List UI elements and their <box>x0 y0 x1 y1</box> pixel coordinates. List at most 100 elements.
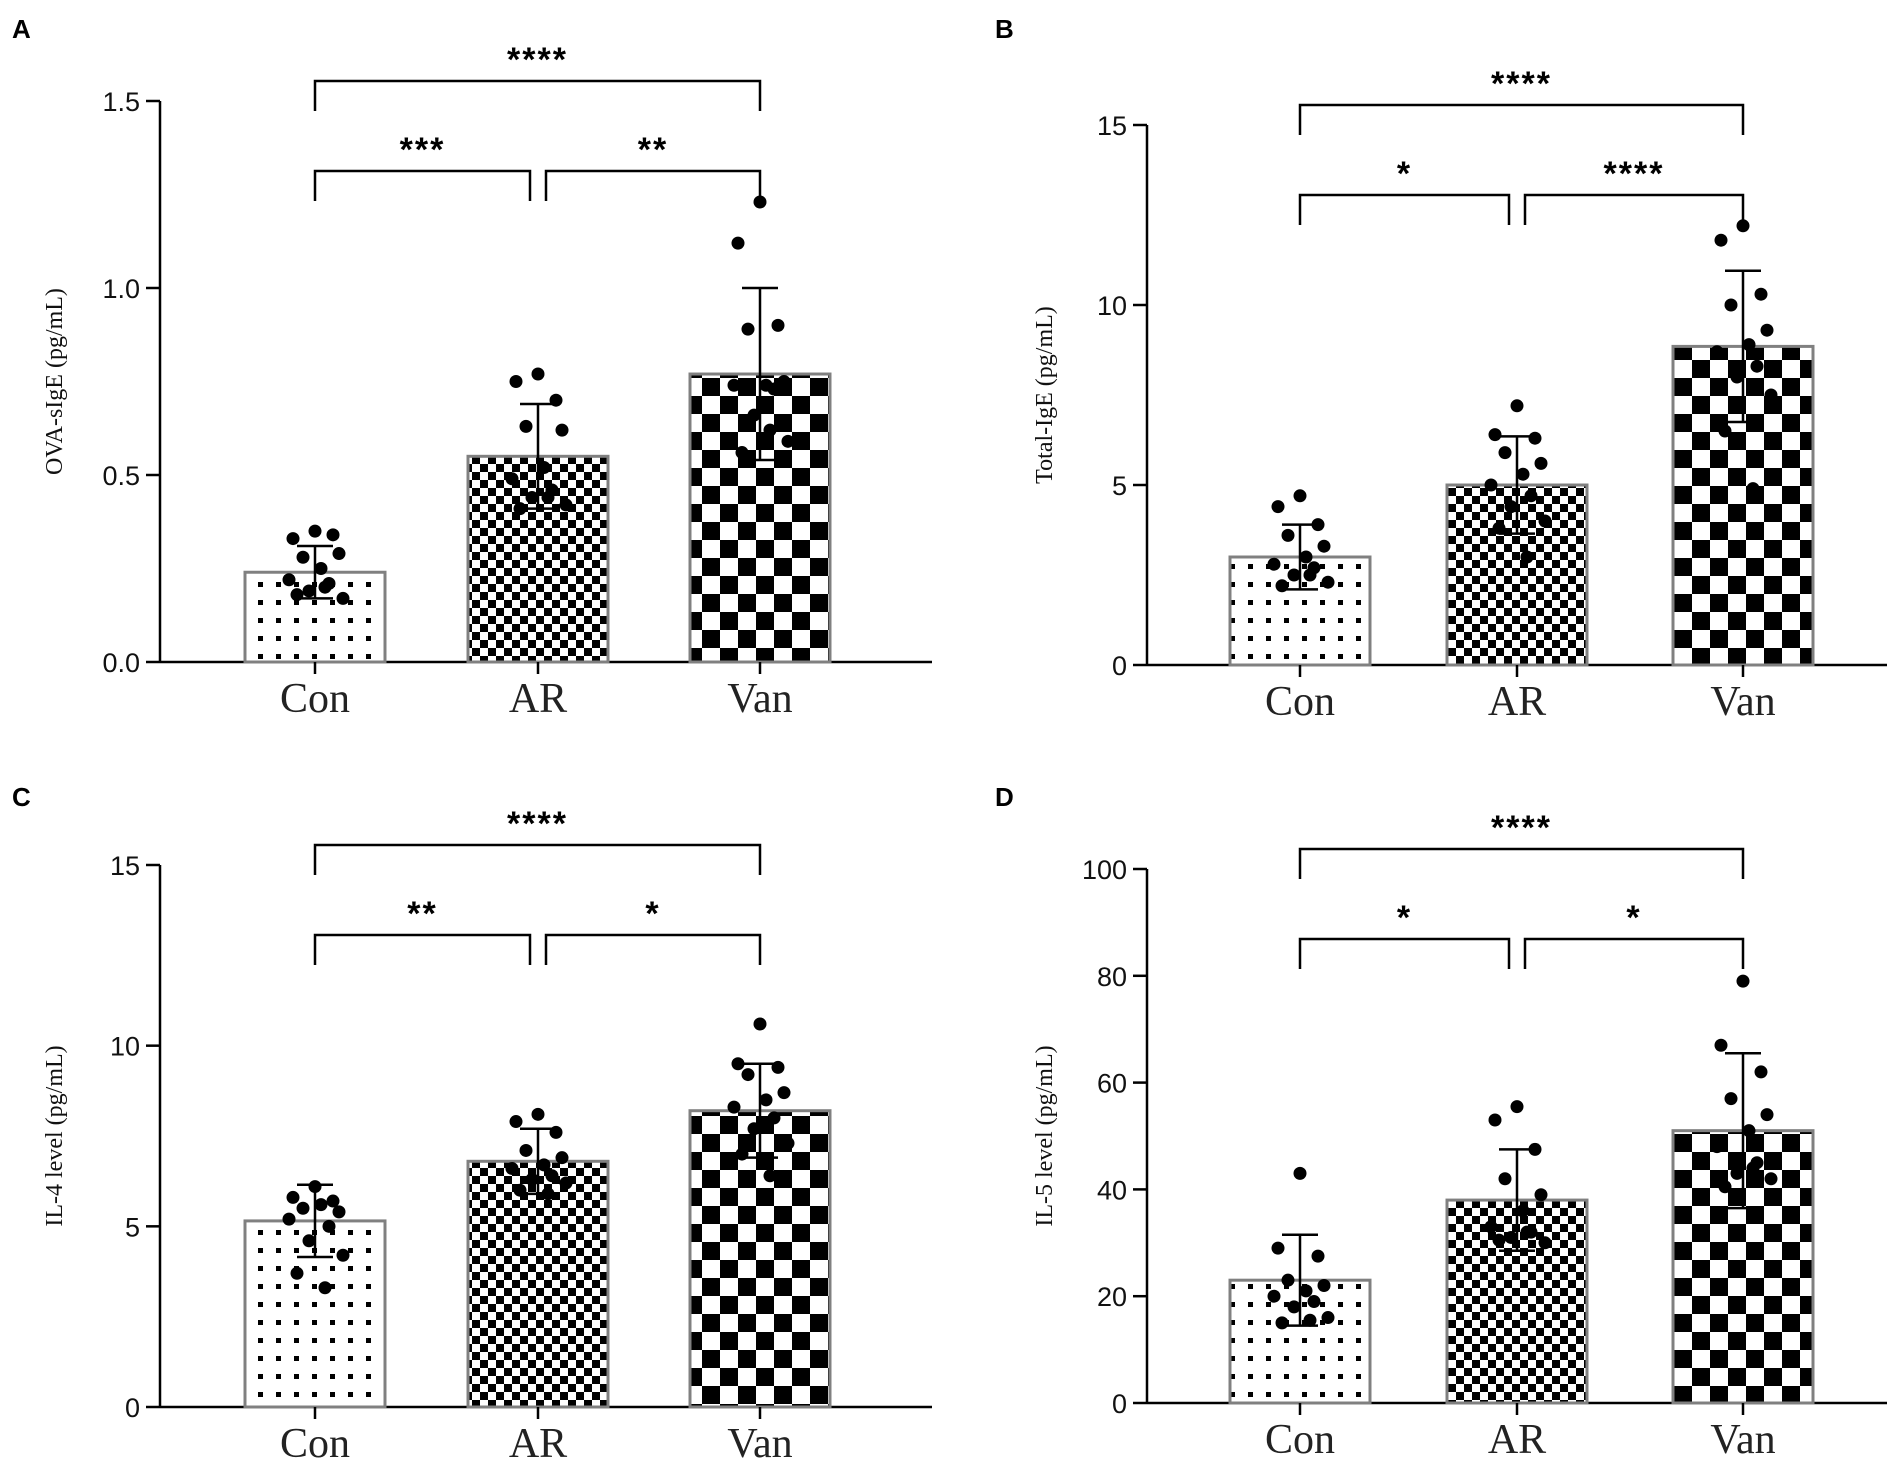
y-axis-label: IL-5 level (pg/mL) <box>1032 1045 1058 1226</box>
data-point <box>1714 233 1728 247</box>
y-tick-label: 1.5 <box>102 87 140 117</box>
data-point <box>318 580 332 594</box>
data-point <box>1311 518 1325 532</box>
data-point <box>308 1180 322 1194</box>
x-tick-label-ar: AR <box>509 1421 567 1458</box>
data-point <box>1275 579 1289 593</box>
data-point <box>1321 1311 1335 1325</box>
significance-label: * <box>1397 899 1412 937</box>
data-point <box>336 1248 350 1262</box>
data-point <box>545 1169 559 1183</box>
data-point <box>1764 388 1778 402</box>
data-point <box>1281 1273 1295 1287</box>
significance-bracket <box>1523 937 1745 969</box>
data-point <box>1534 456 1548 470</box>
data-point <box>747 408 761 422</box>
data-point <box>1760 323 1774 337</box>
y-tick-label: 0 <box>1112 651 1127 681</box>
panel-letter: B <box>995 14 1014 44</box>
x-tick-label-ar: AR <box>1488 1417 1546 1458</box>
data-point <box>1275 1316 1289 1330</box>
x-tick-label-con: Con <box>1265 1417 1335 1458</box>
significance-label: **** <box>507 805 568 843</box>
data-point <box>555 423 569 437</box>
x-tick-label-van: Van <box>1710 1417 1775 1458</box>
data-point <box>282 1212 296 1226</box>
significance-bracket <box>544 933 762 965</box>
significance-label: **** <box>507 41 568 79</box>
significance-bracket <box>544 169 762 201</box>
data-point <box>741 1068 755 1082</box>
y-tick-label: 20 <box>1097 1282 1127 1312</box>
y-tick-label: 0 <box>1112 1389 1127 1419</box>
y-tick-label: 1.0 <box>102 274 140 304</box>
data-point <box>322 1219 336 1233</box>
data-point <box>735 446 749 460</box>
data-point <box>771 318 785 332</box>
panel-d: D 0 20 40 60 80 100 IL-5 level (pg/mL) Con AR Van *… <box>995 782 1887 1458</box>
data-point <box>763 423 777 437</box>
data-point <box>555 1151 569 1165</box>
data-point <box>1299 1284 1313 1298</box>
data-point <box>747 1122 761 1136</box>
data-point <box>1742 338 1756 352</box>
data-point <box>1281 528 1295 542</box>
x-tick-label-con: Con <box>1265 679 1335 725</box>
data-point <box>296 1201 310 1215</box>
data-point <box>1321 575 1335 589</box>
data-point <box>549 1125 563 1139</box>
y-tick-label: 5 <box>1112 471 1127 501</box>
y-tick-label: 5 <box>125 1212 140 1242</box>
data-point <box>777 375 791 388</box>
x-tick-label-ar: AR <box>1488 679 1546 725</box>
data-point <box>513 502 527 516</box>
y-axis-label: IL-4 level (pg/mL) <box>42 1045 68 1226</box>
data-point <box>781 434 795 448</box>
data-point <box>290 588 304 602</box>
data-point <box>1538 514 1552 528</box>
data-point <box>519 1143 533 1157</box>
data-point <box>1754 1065 1768 1079</box>
bar-con <box>1228 1278 1372 1405</box>
data-point <box>731 1057 745 1071</box>
data-point <box>1736 219 1750 233</box>
data-point <box>537 1158 551 1172</box>
data-point <box>1317 539 1331 553</box>
significance-label: **** <box>1604 155 1665 193</box>
data-point <box>1754 287 1768 301</box>
data-point <box>326 1194 340 1208</box>
data-point <box>1534 1188 1548 1202</box>
data-point <box>1488 428 1502 442</box>
y-tick-label: 15 <box>1097 111 1127 141</box>
data-point <box>1760 1108 1774 1122</box>
x-tick-label-van: Van <box>727 1421 792 1458</box>
data-point <box>519 419 533 433</box>
y-tick-label: 60 <box>1097 1069 1127 1099</box>
data-point <box>1307 1295 1321 1309</box>
data-point <box>326 528 340 542</box>
y-axis-label: OVA-sIgE (pg/mL) <box>42 288 68 475</box>
x-tick-label-con: Con <box>280 1421 350 1458</box>
data-point <box>525 1172 539 1186</box>
significance-bracket <box>313 79 762 111</box>
panel-letter: C <box>12 782 31 812</box>
data-point <box>1311 1249 1325 1263</box>
data-point <box>286 532 300 546</box>
data-point <box>1528 1142 1542 1156</box>
data-point <box>537 461 551 475</box>
data-point <box>1287 568 1301 582</box>
significance-bracket <box>313 933 532 965</box>
data-point <box>286 1190 300 1204</box>
data-point <box>1516 1204 1530 1218</box>
data-point <box>777 1086 791 1100</box>
data-point <box>1299 550 1313 564</box>
data-point <box>767 1111 781 1125</box>
data-point <box>1498 446 1512 460</box>
data-point <box>753 195 767 209</box>
data-point <box>525 490 539 504</box>
data-point <box>318 1281 332 1295</box>
data-point <box>1484 1220 1498 1234</box>
y-tick-label: 15 <box>110 851 140 881</box>
data-point <box>1510 1100 1524 1114</box>
significance-bracket <box>1298 193 1511 225</box>
